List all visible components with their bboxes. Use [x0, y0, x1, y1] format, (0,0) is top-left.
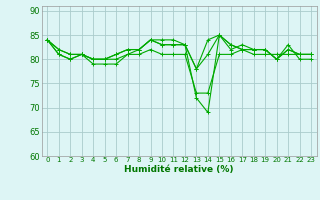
X-axis label: Humidité relative (%): Humidité relative (%) — [124, 165, 234, 174]
